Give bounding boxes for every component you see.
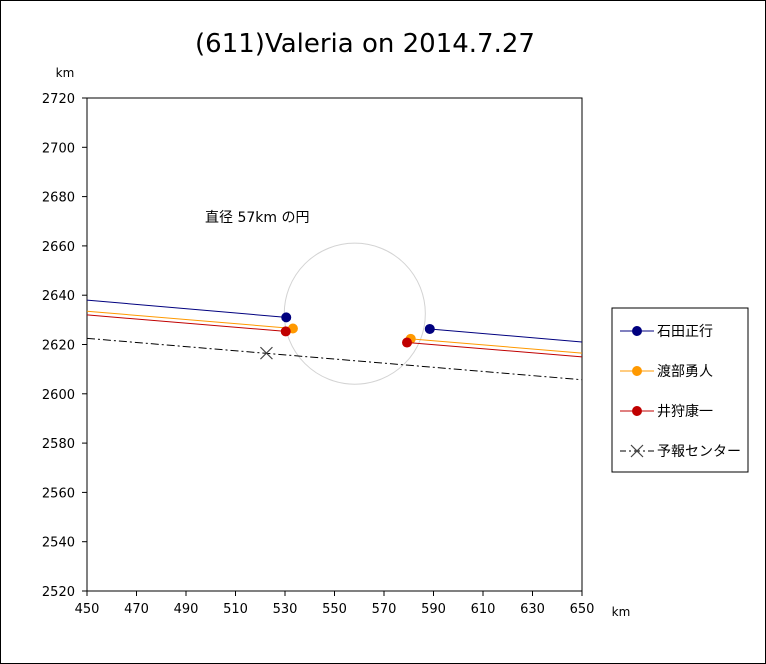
- legend-label-1: 渡部勇人: [657, 364, 713, 380]
- axis-layer: 450 470 490 510 530 550 570 590 610 630 650 2520 254…: [42, 92, 595, 617]
- legend-marker-3: [630, 444, 644, 458]
- x-tick-label: 450: [75, 602, 100, 617]
- series-point-0: [424, 323, 435, 334]
- series-point-3: [260, 346, 273, 360]
- y-tick-label: 2680: [42, 191, 75, 206]
- legend-label-0: 石田正行: [657, 324, 713, 340]
- legend-label-3: 予報センター: [657, 444, 741, 460]
- y-tick-label: 2540: [42, 536, 75, 551]
- chart-title: (611)Valeria on 2014.7.27: [195, 29, 535, 59]
- y-tick-label: 2640: [42, 289, 75, 304]
- plot-layer: [86, 242, 583, 385]
- legend-marker-0: [632, 326, 642, 336]
- y-tick-label: 2720: [42, 92, 75, 107]
- x-tick-label: 490: [174, 602, 199, 617]
- series-point-2: [280, 326, 291, 337]
- y-tick-label: 2600: [42, 388, 75, 403]
- x-tick-label: 630: [520, 602, 545, 617]
- x-tick-label: 530: [273, 602, 298, 617]
- plot-area: [86, 97, 583, 592]
- y-tick-label: 2560: [42, 486, 75, 501]
- legend-marker-1: [632, 366, 642, 376]
- x-tick-label: 550: [322, 602, 347, 617]
- y-tick-label: 2620: [42, 339, 75, 354]
- x-axis-unit: km: [612, 605, 631, 619]
- x-tick-label: 590: [421, 602, 446, 617]
- series-line-2: [406, 342, 583, 358]
- x-tick-label: 610: [471, 602, 496, 617]
- x-tick-label: 570: [372, 602, 397, 617]
- circle-annotation: 直径 57km の円: [205, 209, 309, 226]
- y-tick-label: 2700: [42, 141, 75, 156]
- y-axis-unit: km: [56, 66, 75, 80]
- legend-label-2: 井狩康一: [657, 403, 713, 420]
- series-line-0: [429, 328, 583, 343]
- x-tick-label: 470: [124, 602, 149, 617]
- series-line-0: [86, 299, 287, 318]
- series-line-3: [86, 337, 583, 381]
- series-line-1: [86, 310, 293, 329]
- series-line-1: [410, 338, 583, 354]
- y-tick-label: 2580: [42, 437, 75, 452]
- x-tick-label: 650: [570, 602, 595, 617]
- x-tick-label: 510: [223, 602, 248, 617]
- y-tick-label: 2660: [42, 240, 75, 255]
- series-line-2: [86, 314, 286, 332]
- y-tick-label: 2520: [42, 585, 75, 600]
- series-point-0: [281, 312, 292, 323]
- legend-marker-2: [632, 406, 642, 416]
- series-point-2: [402, 337, 413, 348]
